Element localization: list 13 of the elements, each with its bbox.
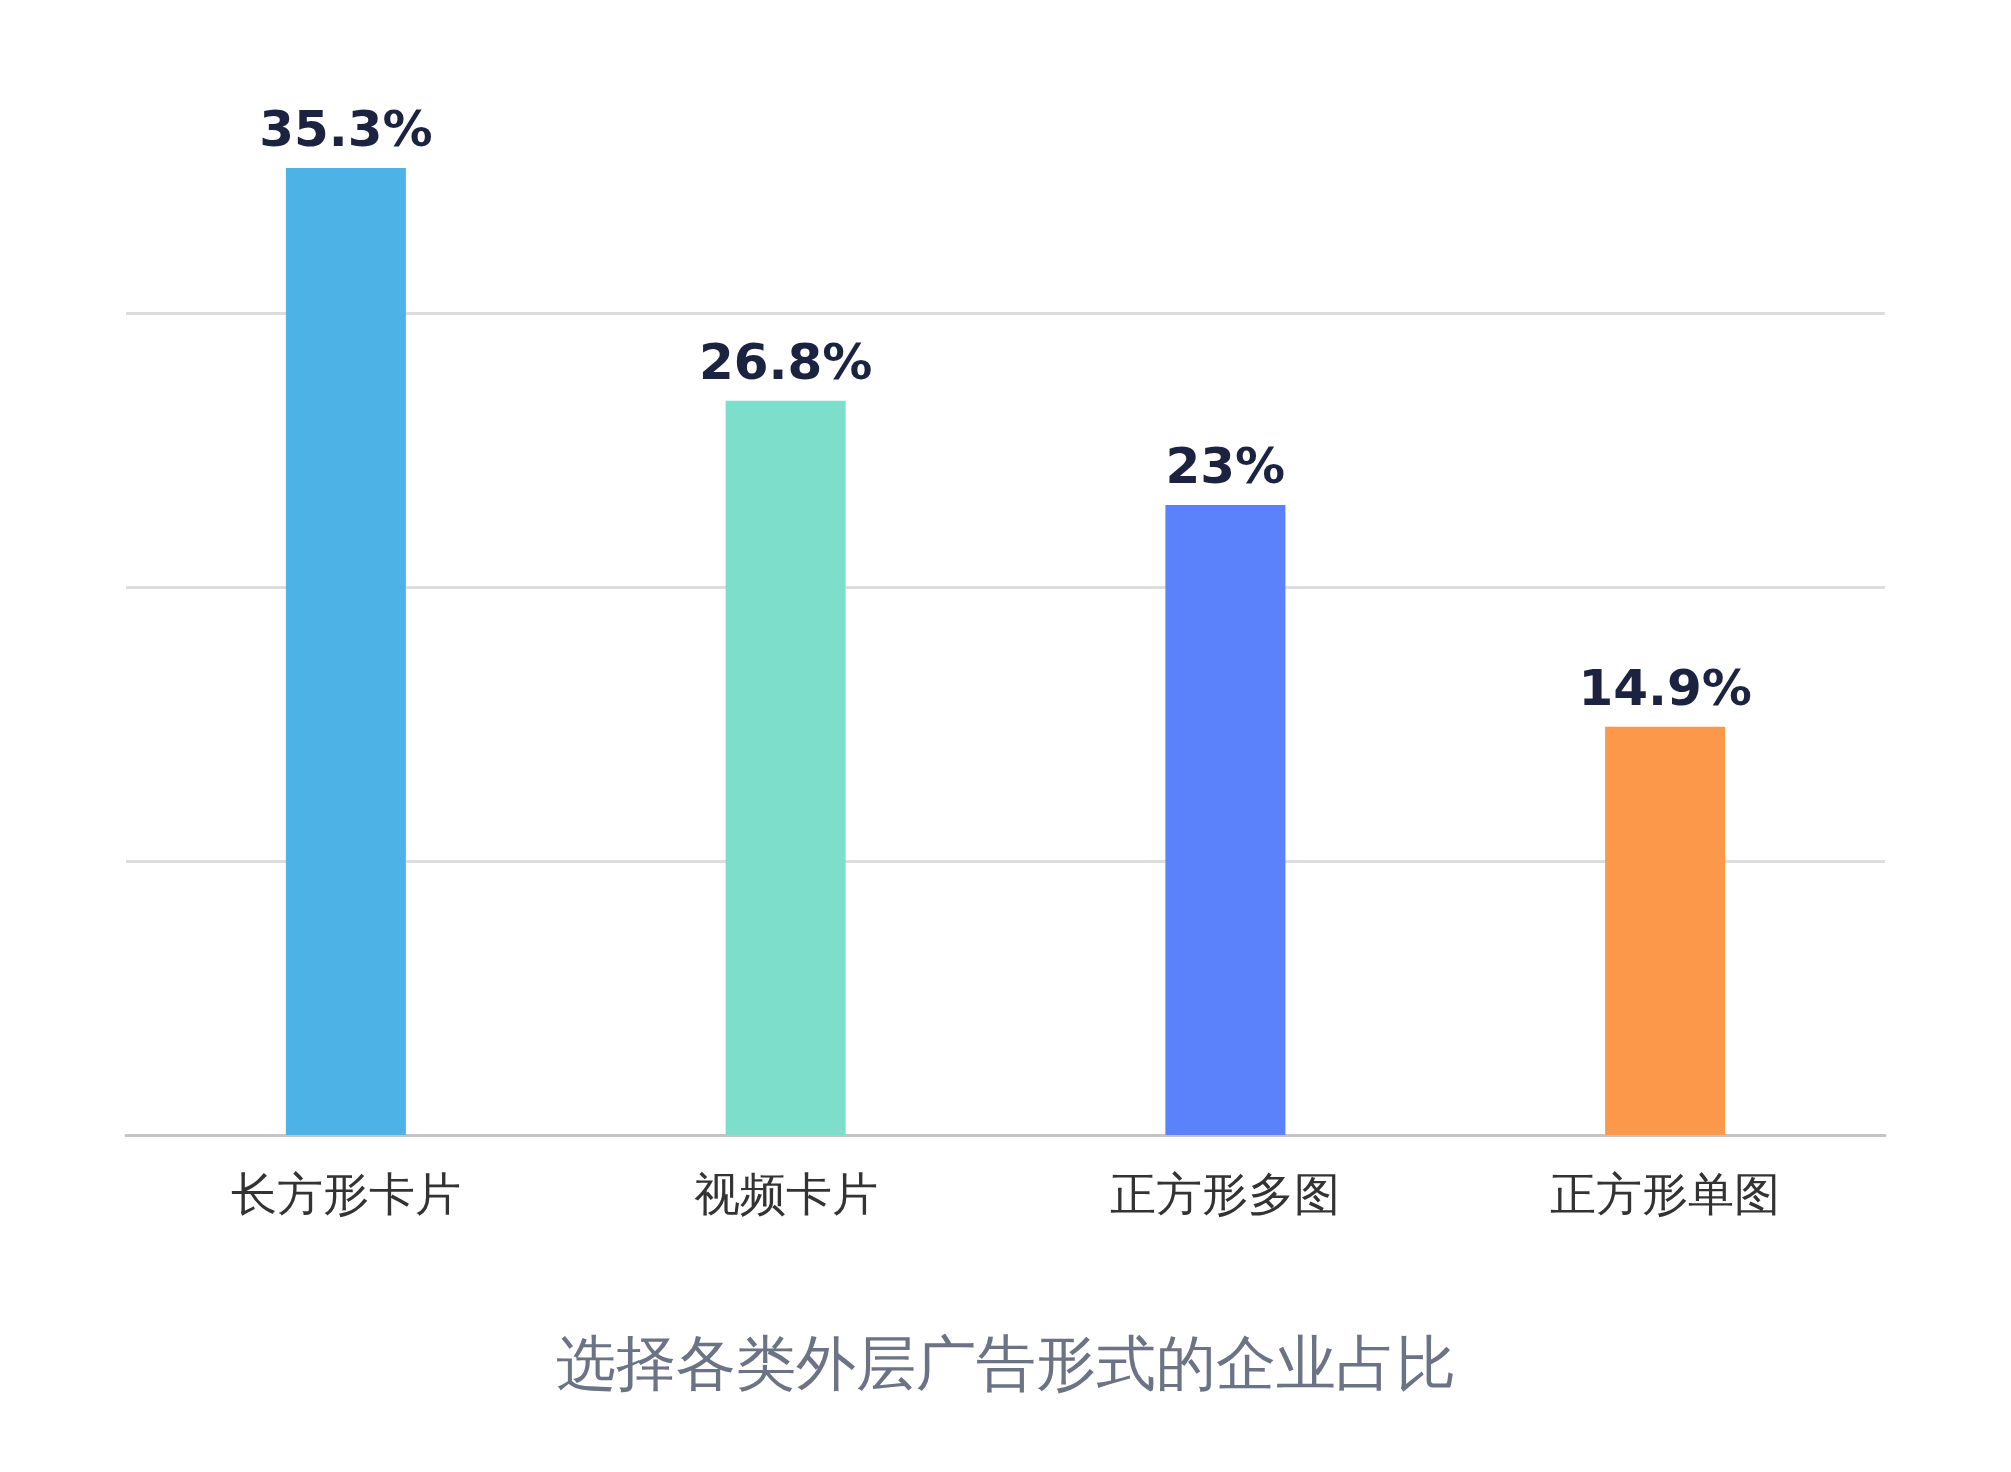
data-label: 14.9% [1578,658,1752,717]
data-label: 35.3% [259,100,433,158]
x-tick-label: 视频卡片 [693,1167,878,1221]
bar [1605,726,1726,1135]
x-tick-label: 正方形单图 [1550,1167,1781,1221]
x-tick-label: 长方形卡片 [230,1167,461,1221]
data-label: 23% [1165,436,1286,495]
bar [285,168,406,1135]
text: 选择各类外层广告形式的企业占比 [555,1328,1456,1398]
x-tick-label: 正方形多图 [1110,1167,1341,1221]
bar [725,400,846,1135]
bar [1165,504,1286,1135]
data-label: 26.8% [698,332,873,391]
